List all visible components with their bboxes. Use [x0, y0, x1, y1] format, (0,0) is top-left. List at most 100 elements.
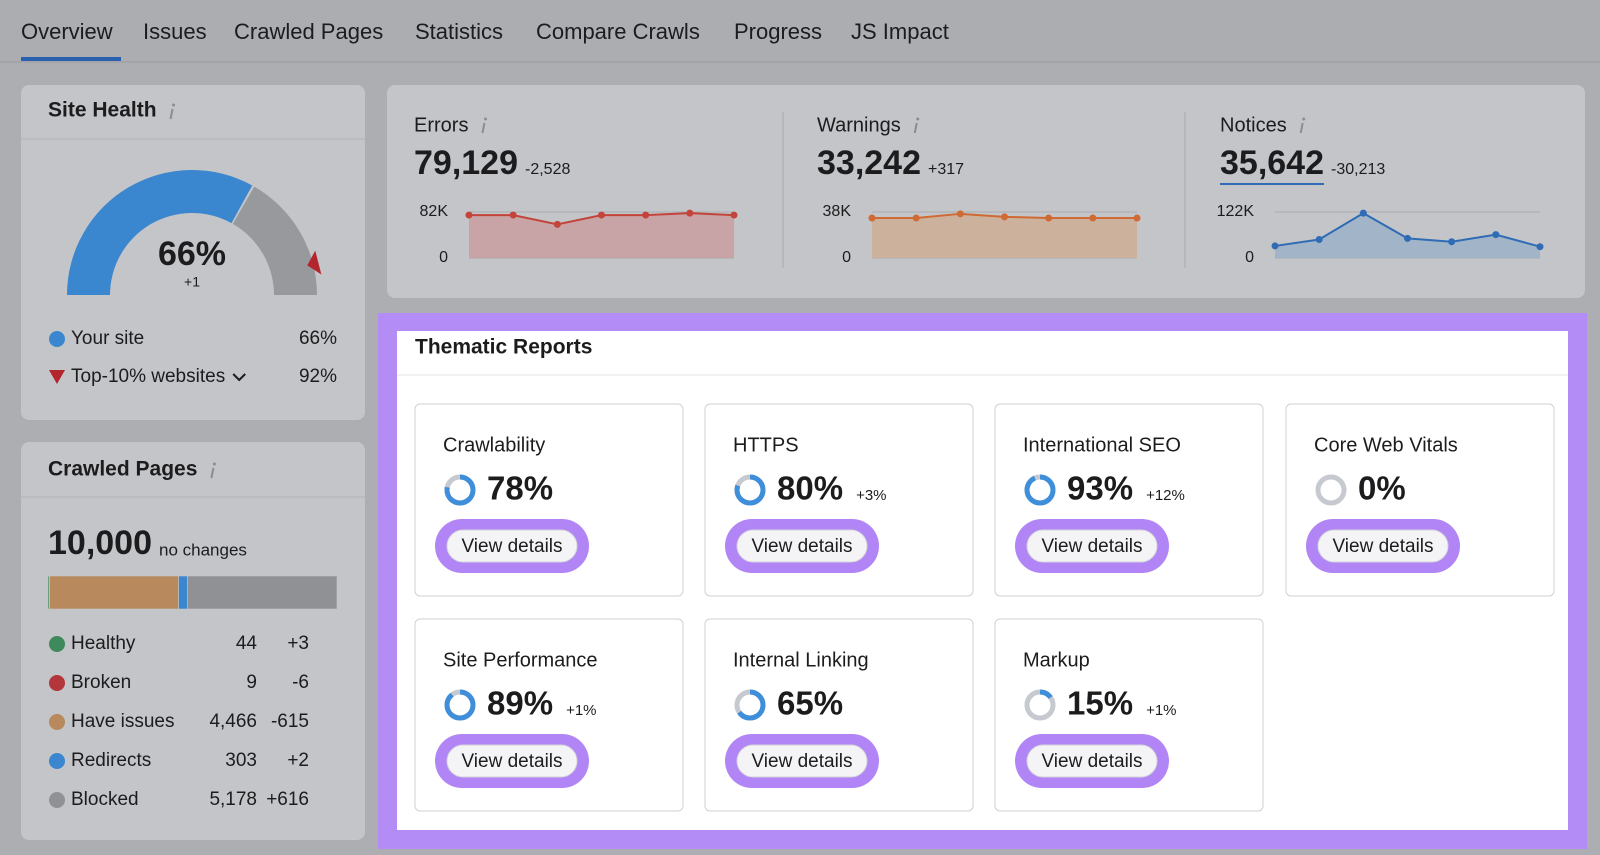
status-change: +3 — [287, 633, 309, 654]
dropdown-icon[interactable] — [232, 373, 246, 382]
trend-point — [1536, 243, 1544, 251]
report-change: +3% — [856, 487, 886, 504]
active-tab-underline — [21, 57, 121, 61]
view-details-button[interactable] — [1026, 744, 1158, 778]
trend-area — [469, 213, 734, 258]
total-note: no changes — [159, 540, 247, 559]
legend-value: 66% — [299, 328, 337, 349]
tab[interactable]: Progress — [734, 19, 822, 44]
trend-point — [509, 211, 517, 219]
trend-point — [1315, 236, 1323, 244]
status-label: Redirects — [71, 750, 151, 771]
score-ring — [734, 689, 766, 721]
y-tick-label: 0 — [439, 249, 448, 266]
view-details-button[interactable] — [446, 744, 578, 778]
y-tick-label: 82K — [420, 203, 449, 220]
issue-count: 79,129 — [414, 144, 518, 182]
view-details-label[interactable]: View details — [751, 751, 852, 772]
panel-title: Site Health — [48, 99, 157, 122]
view-details-button[interactable] — [446, 529, 578, 563]
y-tick-label: 0 — [842, 249, 851, 266]
trend-point — [1133, 214, 1141, 222]
status-count: 44 — [236, 633, 258, 654]
site-health-panel — [21, 85, 365, 420]
status-dot — [49, 636, 65, 652]
report-title: HTTPS — [733, 434, 799, 456]
y-tick-label: 0 — [1245, 249, 1254, 266]
info-icon — [1302, 117, 1306, 121]
status-label: Healthy — [71, 633, 136, 654]
score-ring — [1024, 474, 1056, 506]
issue-count: 33,242 — [817, 144, 921, 182]
view-details-label[interactable]: View details — [461, 536, 562, 557]
view-details-label[interactable]: View details — [461, 751, 562, 772]
view-details-label[interactable]: View details — [1041, 536, 1142, 557]
tab[interactable]: Crawled Pages — [234, 19, 383, 44]
top-10-marker — [307, 250, 322, 275]
info-icon — [913, 122, 918, 134]
trend-point — [642, 211, 650, 219]
report-title: Crawlability — [443, 434, 545, 456]
status-dot — [49, 675, 65, 691]
tab[interactable]: Compare Crawls — [536, 19, 700, 44]
panel-title: Crawled Pages — [48, 458, 197, 481]
info-icon — [916, 117, 920, 121]
status-count: 5,178 — [209, 789, 257, 810]
info-icon — [481, 122, 486, 134]
view-details-label[interactable]: View details — [1332, 536, 1433, 557]
tab[interactable]: Overview — [21, 19, 113, 44]
trend-point — [956, 210, 964, 218]
tab[interactable]: Statistics — [415, 19, 503, 44]
report-score: 15% — [1067, 685, 1133, 722]
report-score: 80% — [777, 470, 843, 507]
trend-point — [1492, 231, 1500, 239]
trend-point — [465, 211, 473, 219]
issue-change: +317 — [928, 161, 964, 178]
view-details-label[interactable]: View details — [751, 536, 852, 557]
issue-title: Errors — [414, 114, 468, 136]
score-ring-track — [1315, 474, 1347, 506]
issues-panel — [387, 85, 1585, 298]
crawled-pages-panel — [21, 442, 365, 840]
trend-point — [868, 214, 876, 222]
gauge-score: 66% — [158, 235, 226, 273]
report-score: 89% — [487, 685, 553, 722]
view-details-button[interactable] — [736, 744, 868, 778]
trend-area — [872, 213, 1137, 258]
view-details-label[interactable]: View details — [1041, 751, 1142, 772]
pages-bar-segment — [49, 575, 179, 610]
report-title: Core Web Vitals — [1314, 434, 1458, 456]
legend-label: Top-10% websites — [71, 366, 225, 387]
status-change: -615 — [271, 711, 309, 732]
report-title: Internal Linking — [733, 649, 869, 671]
score-ring — [444, 474, 476, 506]
report-title: International SEO — [1023, 434, 1181, 456]
trend-point — [1359, 209, 1367, 217]
panel-title: Thematic Reports — [415, 336, 592, 359]
legend-value: 92% — [299, 366, 337, 387]
score-ring — [444, 689, 476, 721]
info-icon — [210, 467, 215, 479]
gauge-rest-arc — [232, 186, 317, 295]
trend-point — [1404, 234, 1411, 242]
trend-area — [1275, 213, 1540, 258]
issue-change: -30,213 — [1331, 161, 1385, 178]
status-label: Broken — [71, 672, 131, 693]
tab[interactable]: JS Impact — [851, 19, 949, 44]
tab[interactable]: Issues — [143, 19, 207, 44]
status-count: 303 — [225, 750, 257, 771]
status-change: +616 — [266, 789, 309, 810]
report-change: +1% — [566, 702, 596, 719]
status-count: 4,466 — [209, 711, 257, 732]
view-details-button[interactable] — [736, 529, 868, 563]
view-details-button[interactable] — [1317, 529, 1449, 563]
trend-point — [1448, 238, 1456, 246]
view-details-button[interactable] — [1026, 529, 1158, 563]
report-title: Markup — [1023, 649, 1090, 671]
legend-dot — [49, 331, 65, 347]
tab-bar — [0, 0, 1600, 62]
trend-point — [912, 214, 920, 222]
status-dot — [49, 792, 65, 808]
pages-bar-segment — [187, 575, 338, 610]
